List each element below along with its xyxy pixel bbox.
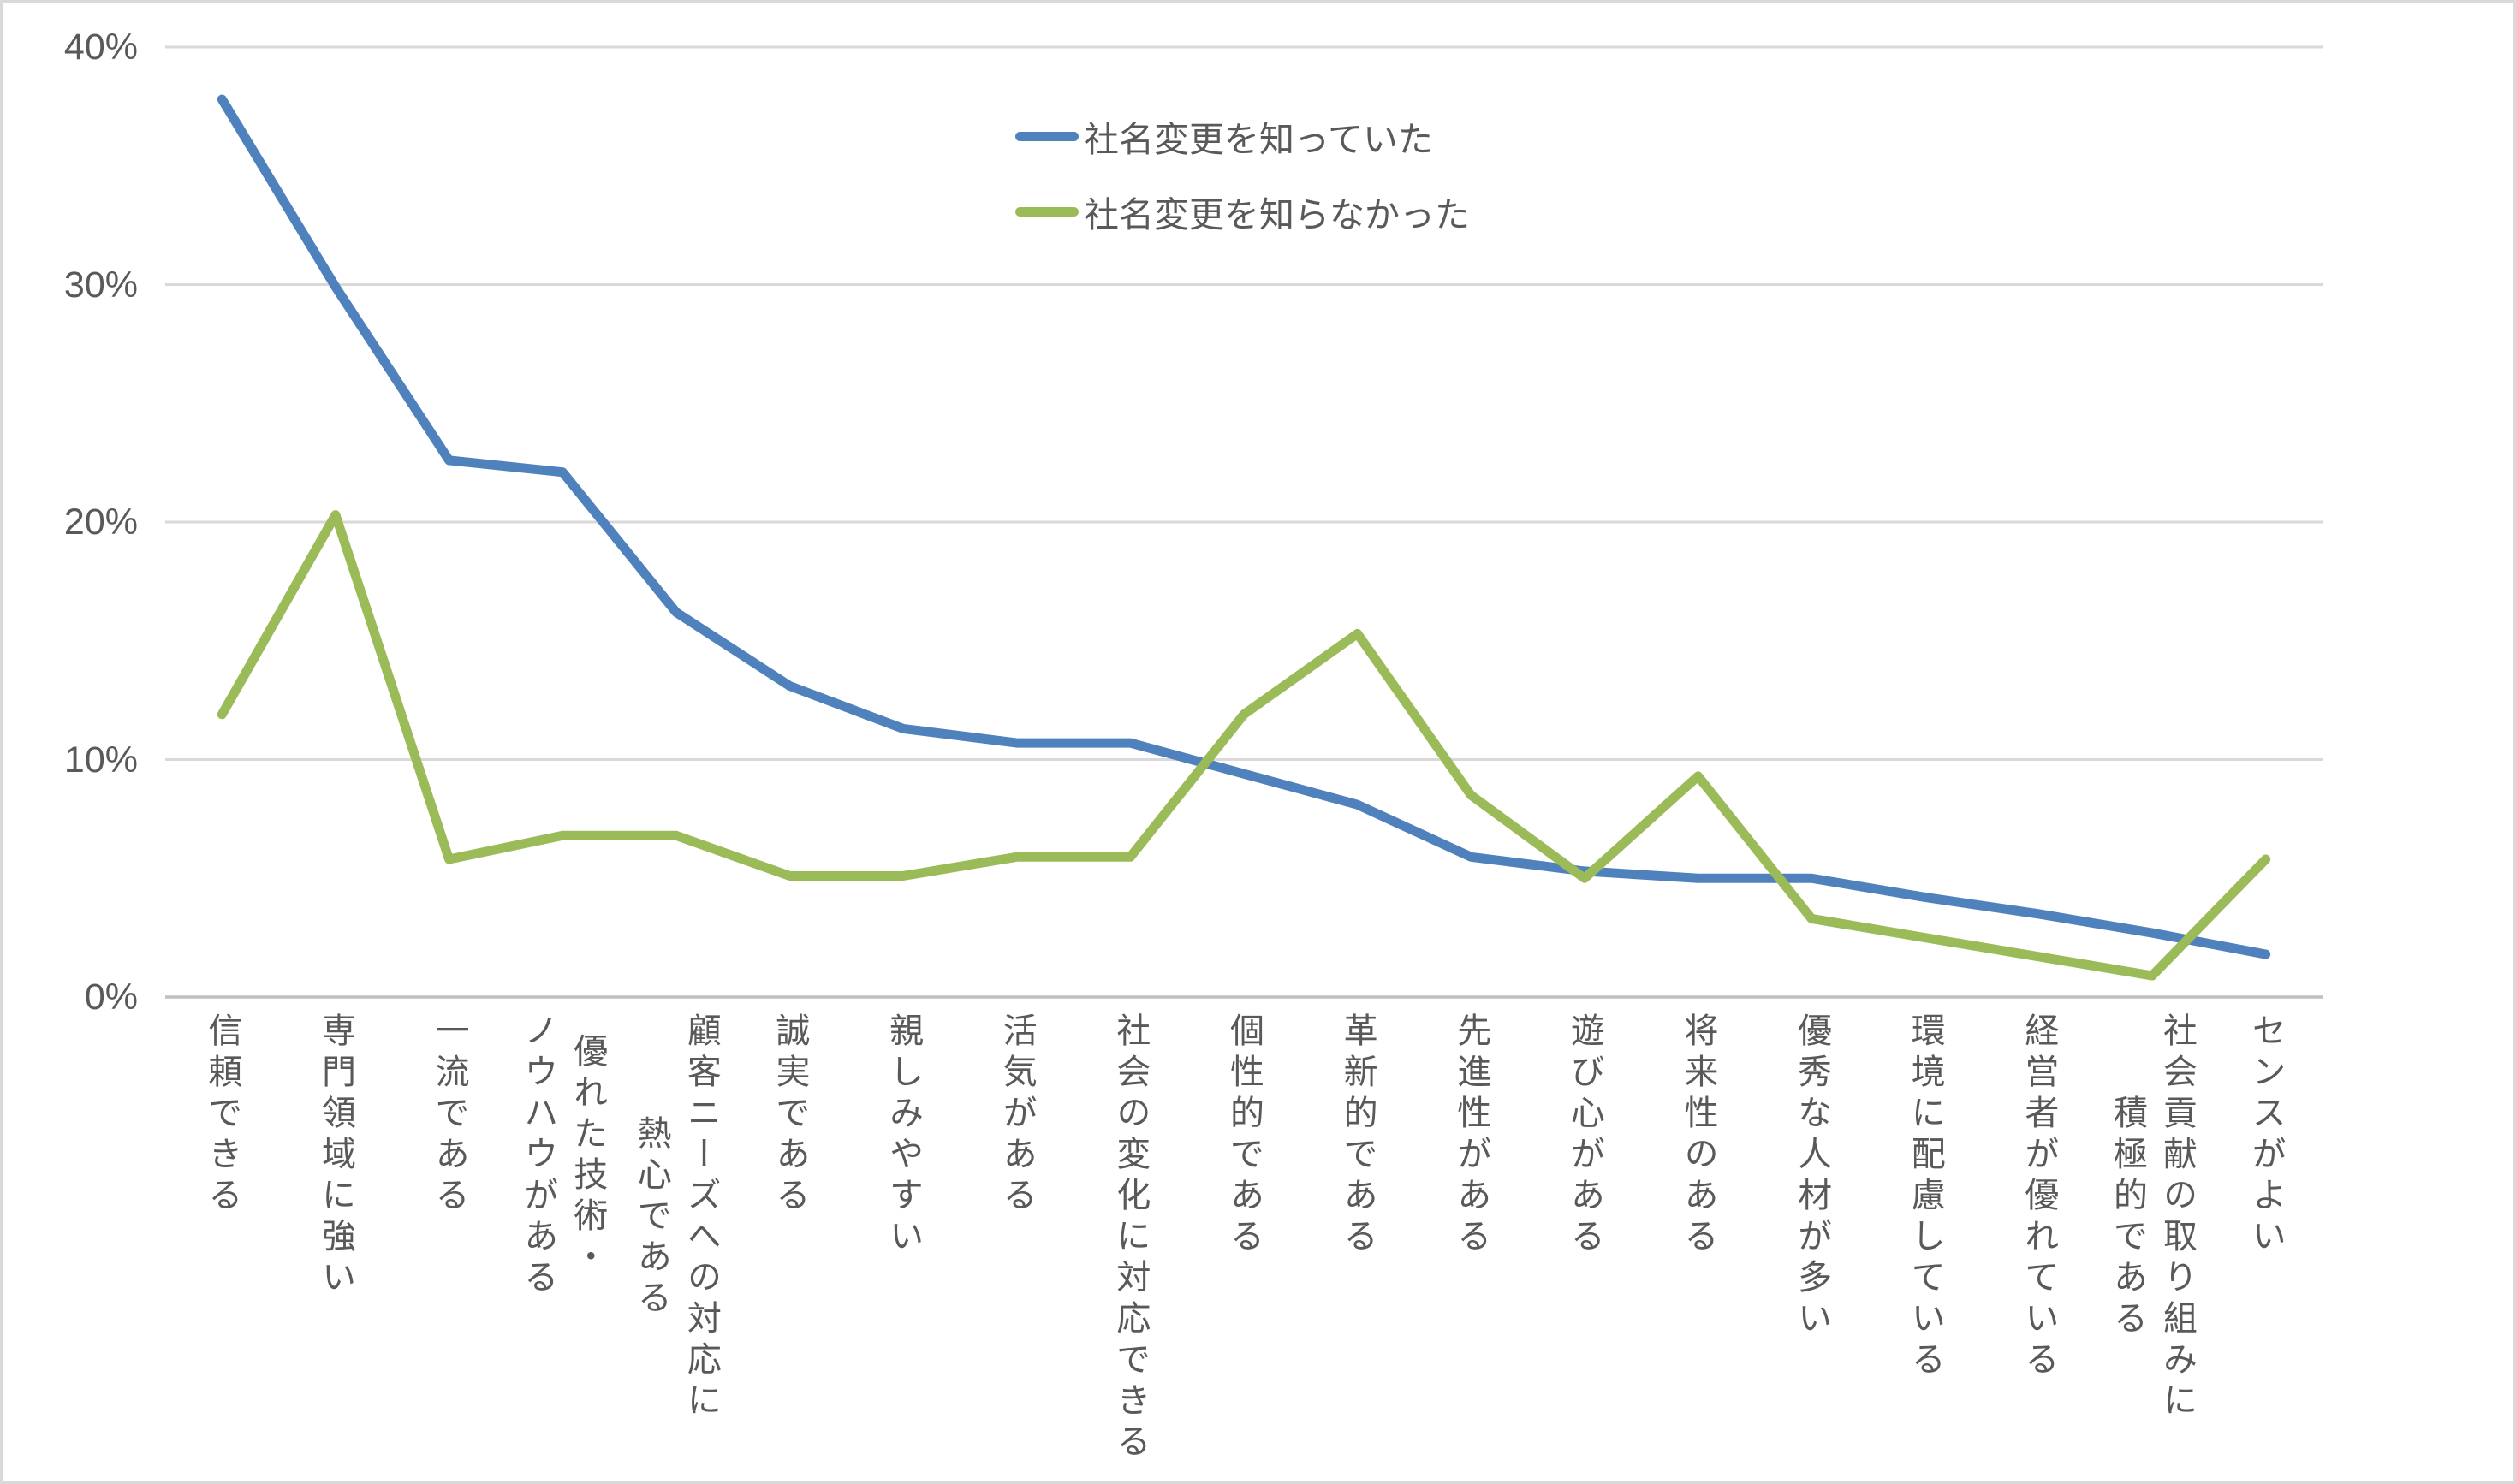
legend-swatch-did-not-know <box>1015 206 1079 217</box>
x-axis-label: 信頼できる <box>199 1012 244 1218</box>
y-axis-label: 30% <box>63 264 138 306</box>
x-axis-label: 遊び心がある <box>1562 1012 1607 1259</box>
legend-label-did-not-know: 社名変更を知らなかった <box>1084 195 1470 234</box>
x-axis-label-line: 親しみやすい <box>884 1012 923 1259</box>
x-axis-label-line: 顧客ニーズへの対応に <box>681 1012 720 1423</box>
x-axis-label: 経営者が優れている <box>2016 1012 2061 1382</box>
x-axis-label: 顧客ニーズへの対応に 熱心である <box>629 1012 723 1423</box>
x-axis-label-line: 遊び心がある <box>1565 1012 1603 1259</box>
x-axis-label-line: 誠実である <box>770 1012 809 1218</box>
x-axis-label-line: 優秀な人材が多い <box>1793 1012 1831 1341</box>
y-axis-label: 20% <box>63 502 138 543</box>
x-axis-label-line: 将来性のある <box>1679 1012 1717 1259</box>
series-line-0 <box>217 94 2271 959</box>
x-axis-label: 専門領域に強い <box>313 1012 358 1300</box>
x-axis-label-line: センスがよい <box>2246 1012 2285 1259</box>
x-axis-label-line: 経営者が優れている <box>2019 1012 2058 1382</box>
x-axis-label-line: 積極的である <box>2109 1095 2147 1341</box>
x-axis-label: センスがよい <box>2244 1012 2288 1259</box>
x-axis-label: 一流である <box>427 1012 472 1218</box>
x-axis-label-line: 一流である <box>430 1012 468 1218</box>
x-axis-label: 環境に配慮している <box>1903 1012 1948 1382</box>
y-axis-label: 10% <box>63 739 138 781</box>
x-axis-label: 親しみやすい <box>881 1012 925 1259</box>
x-axis-label: 優れた技術・ ノウハウがある <box>515 1012 610 1300</box>
x-axis-label: 将来性のある <box>1676 1012 1721 1259</box>
legend-label-knew: 社名変更を知っていた <box>1084 120 1433 159</box>
x-axis-label-line: 革新的である <box>1338 1012 1377 1259</box>
x-axis-label: 活気がある <box>995 1012 1039 1218</box>
x-axis-label: 革新的である <box>1335 1012 1380 1259</box>
x-axis-label: 社会の変化に対応できる <box>1108 1012 1152 1464</box>
x-axis-label-line: 個性的である <box>1225 1012 1263 1259</box>
x-axis-label-line: 熱心である <box>632 1115 670 1321</box>
x-axis-label-line: ノウハウがある <box>519 1012 557 1300</box>
y-axis-label: 40% <box>63 27 138 68</box>
x-axis-label-line: 先進性がある <box>1452 1012 1490 1259</box>
x-axis-label-line: 専門領域に強い <box>316 1012 354 1300</box>
legend-swatch-knew <box>1015 131 1079 141</box>
x-axis-label: 社会貢献の取り組みに 積極的である <box>2105 1012 2199 1423</box>
plot-area <box>165 45 2323 999</box>
x-axis-label: 先進性がある <box>1448 1012 1493 1259</box>
series-line-1 <box>217 510 2271 981</box>
x-axis-label-line: 社会の変化に対応できる <box>1111 1012 1150 1464</box>
legend-item-knew: 社名変更を知っていた <box>1015 112 1470 160</box>
x-axis-label: 個性的である <box>1222 1012 1266 1259</box>
x-axis-label-line: 信頼できる <box>203 1012 241 1218</box>
x-axis-label-line: 優れた技術・ <box>568 1033 607 1279</box>
legend-item-did-not-know: 社名変更を知らなかった <box>1015 187 1470 235</box>
y-axis-label: 0% <box>84 976 138 1018</box>
x-axis-label-line: 活気がある <box>997 1012 1036 1218</box>
x-axis-label-line: 社会貢献の取り組みに <box>2158 1012 2197 1423</box>
x-axis-label: 優秀な人材が多い <box>1789 1012 1834 1341</box>
x-axis-label: 誠実である <box>767 1012 812 1218</box>
legend: 社名変更を知っていた 社名変更を知らなかった <box>1015 112 1470 235</box>
x-axis-label-line: 環境に配慮している <box>1906 1012 1944 1382</box>
